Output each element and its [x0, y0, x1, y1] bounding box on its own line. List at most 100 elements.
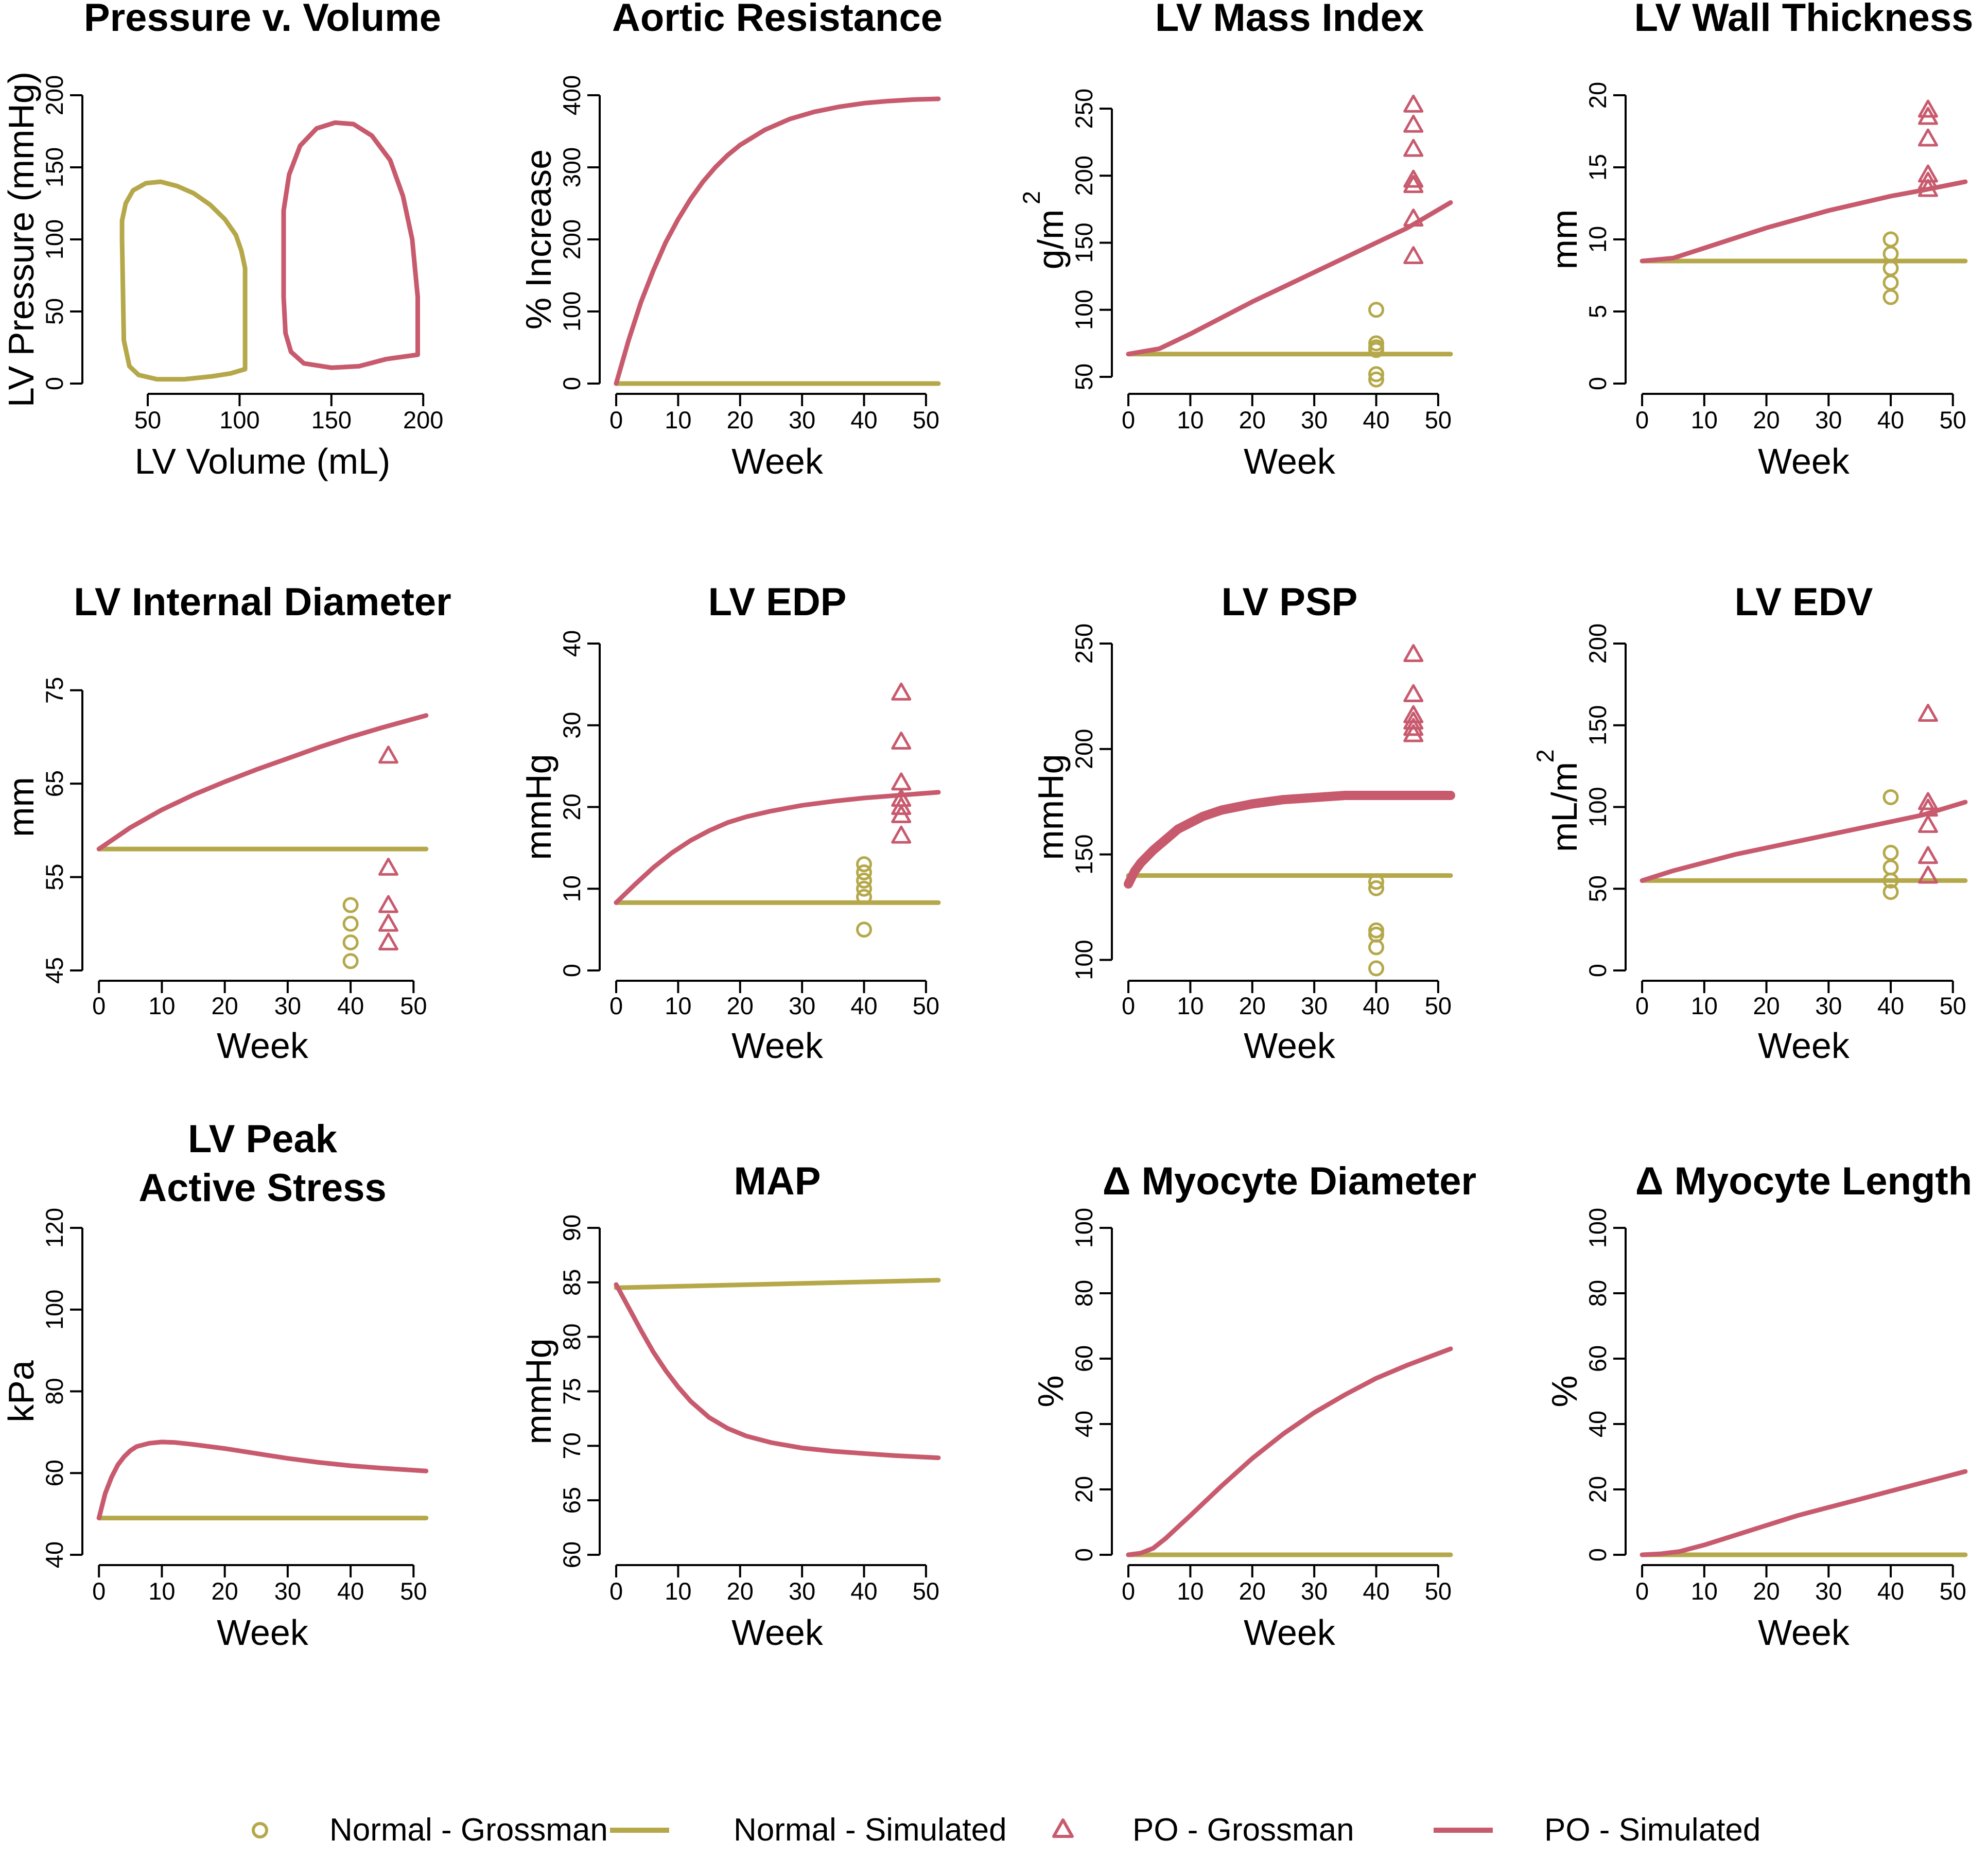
marker-normal-grossman	[1368, 939, 1385, 956]
marker-po-grossman	[1917, 128, 1938, 147]
panel-title-line: LV Mass Index	[1155, 0, 1424, 40]
x-tick-label: 40	[850, 406, 877, 433]
y-tick-label: 30	[558, 712, 585, 739]
x-axis-label: Week	[731, 1026, 824, 1066]
marker-po-grossman	[891, 732, 912, 750]
x-tick-label: 0	[1122, 406, 1135, 433]
marker-normal-grossman	[1882, 789, 1899, 805]
marker-po-grossman	[1403, 246, 1424, 265]
x-tick-label: 40	[1363, 1577, 1389, 1605]
y-tick-label: 300	[558, 147, 585, 187]
y-tick-label: 400	[558, 75, 585, 115]
x-tick-label: 10	[665, 406, 691, 433]
legend-label: PO - Grossman	[1132, 1812, 1354, 1848]
panel-title-line: Δ Myocyte Length	[1635, 1159, 1972, 1203]
series-line-po-simulated	[1640, 800, 1968, 883]
marker-normal-grossman	[1882, 289, 1899, 305]
x-tick-label: 10	[1177, 406, 1204, 433]
marker-normal-grossman	[1882, 859, 1899, 876]
series-line-po-simulated	[1640, 179, 1968, 264]
marker-po-grossman	[378, 857, 398, 876]
x-tick-label: 20	[727, 1577, 754, 1605]
marker-normal-grossman	[856, 864, 873, 880]
marker-normal-grossman	[1882, 844, 1899, 861]
y-tick-label: 50	[1070, 363, 1097, 390]
marker-po-grossman	[1403, 175, 1424, 194]
marker-po-grossman	[1403, 94, 1424, 113]
y-axis-label: mm	[1, 777, 41, 837]
y-tick-label: 100	[41, 1290, 68, 1330]
x-tick-label: 50	[1940, 992, 1966, 1019]
y-tick-label: 20	[1584, 1476, 1611, 1503]
x-tick-label: 0	[1635, 406, 1649, 433]
y-tick-label: 5	[1584, 305, 1611, 318]
x-tick-label: 40	[1877, 406, 1904, 433]
marker-po-grossman	[891, 805, 912, 823]
marker-po-grossman	[891, 797, 912, 815]
panel-title: LV Mass Index	[1155, 0, 1424, 40]
marker-normal-grossman	[1368, 874, 1385, 890]
y-axis-label: mm	[1544, 210, 1584, 270]
x-tick-label: 0	[609, 406, 623, 433]
y-tick-label: 200	[1070, 155, 1097, 196]
x-tick-label: 0	[609, 992, 623, 1019]
x-tick-label: 30	[1815, 406, 1842, 433]
legend-label: PO - Simulated	[1544, 1812, 1760, 1848]
y-tick-label: 150	[1070, 834, 1097, 874]
x-tick-label: 50	[1425, 406, 1452, 433]
y-tick-label: 20	[1070, 1476, 1097, 1503]
marker-normal-grossman	[342, 897, 359, 913]
x-tick-label: 30	[274, 992, 301, 1019]
panel-title-line: LV EDP	[708, 580, 847, 624]
y-tick-label: 50	[1584, 875, 1611, 902]
panel-title-line: LV Peak	[188, 1117, 338, 1161]
marker-po-grossman	[1917, 792, 1938, 810]
marker-po-grossman	[1917, 846, 1938, 864]
marker-normal-grossman	[856, 880, 873, 897]
y-axis-label: LV Pressure (mmHg)	[1, 72, 41, 407]
y-tick-label: 10	[1584, 226, 1611, 253]
x-tick-label: 50	[913, 406, 939, 433]
y-tick-label: 0	[1070, 1548, 1097, 1561]
y-tick-label: 150	[41, 147, 68, 187]
marker-po-grossman	[1403, 138, 1424, 157]
panel-title: LV Internal Diameter	[74, 580, 451, 624]
panel-massidx: LV Mass Index 0 10 20 30 40 50 50 100 150 200 250 We…	[1018, 0, 1453, 481]
marker-normal-grossman	[856, 872, 873, 889]
x-tick-label: 40	[850, 992, 877, 1019]
y-tick-label: 75	[558, 1378, 585, 1404]
x-tick-label: 20	[1239, 992, 1266, 1019]
x-tick-label: 10	[665, 992, 691, 1019]
marker-normal-grossman	[1368, 371, 1385, 388]
panel-title-line: Active Stress	[138, 1166, 387, 1210]
y-axis-label: mL/m	[1544, 762, 1584, 852]
y-tick-label: 40	[41, 1541, 68, 1568]
marker-po-grossman	[1403, 684, 1424, 702]
marker-po-grossman	[378, 913, 398, 932]
y-tick-label: 40	[1070, 1411, 1097, 1437]
x-axis-label: Week	[731, 441, 824, 481]
y-axis-label: mmHg	[1031, 754, 1071, 860]
x-tick-label: 40	[337, 1577, 364, 1605]
x-tick-label: 30	[789, 1577, 815, 1605]
marker-normal-grossman	[1882, 884, 1899, 900]
panel-title: MAP	[734, 1159, 821, 1203]
y-tick-label: 20	[1584, 82, 1611, 109]
y-tick-label: 100	[1070, 290, 1097, 330]
panel-pv: Pressure v. Volume 50 100 150 200 0 50 100 150 20…	[1, 0, 443, 481]
marker-po-grossman	[891, 825, 912, 844]
marker-po-grossman	[1917, 865, 1938, 884]
x-tick-label: 30	[1815, 992, 1842, 1019]
panel-stress: LV Peak Active Stress 0 10 20 30 40 50 40 60 80 100…	[1, 1117, 429, 1653]
y-axis-label: % Increase	[518, 149, 559, 329]
y-tick-label: 100	[1584, 787, 1611, 827]
y-axis-label-superscript: 2	[1531, 749, 1559, 762]
y-tick-label: 80	[41, 1378, 68, 1404]
y-tick-label: 100	[41, 219, 68, 259]
x-tick-label: 20	[212, 992, 238, 1019]
y-axis-label: %	[1544, 1375, 1584, 1407]
marker-po-grossman	[1403, 705, 1424, 723]
marker-normal-grossman	[856, 922, 873, 938]
y-tick-label: 60	[1070, 1345, 1097, 1372]
x-tick-label: 10	[665, 1577, 691, 1605]
